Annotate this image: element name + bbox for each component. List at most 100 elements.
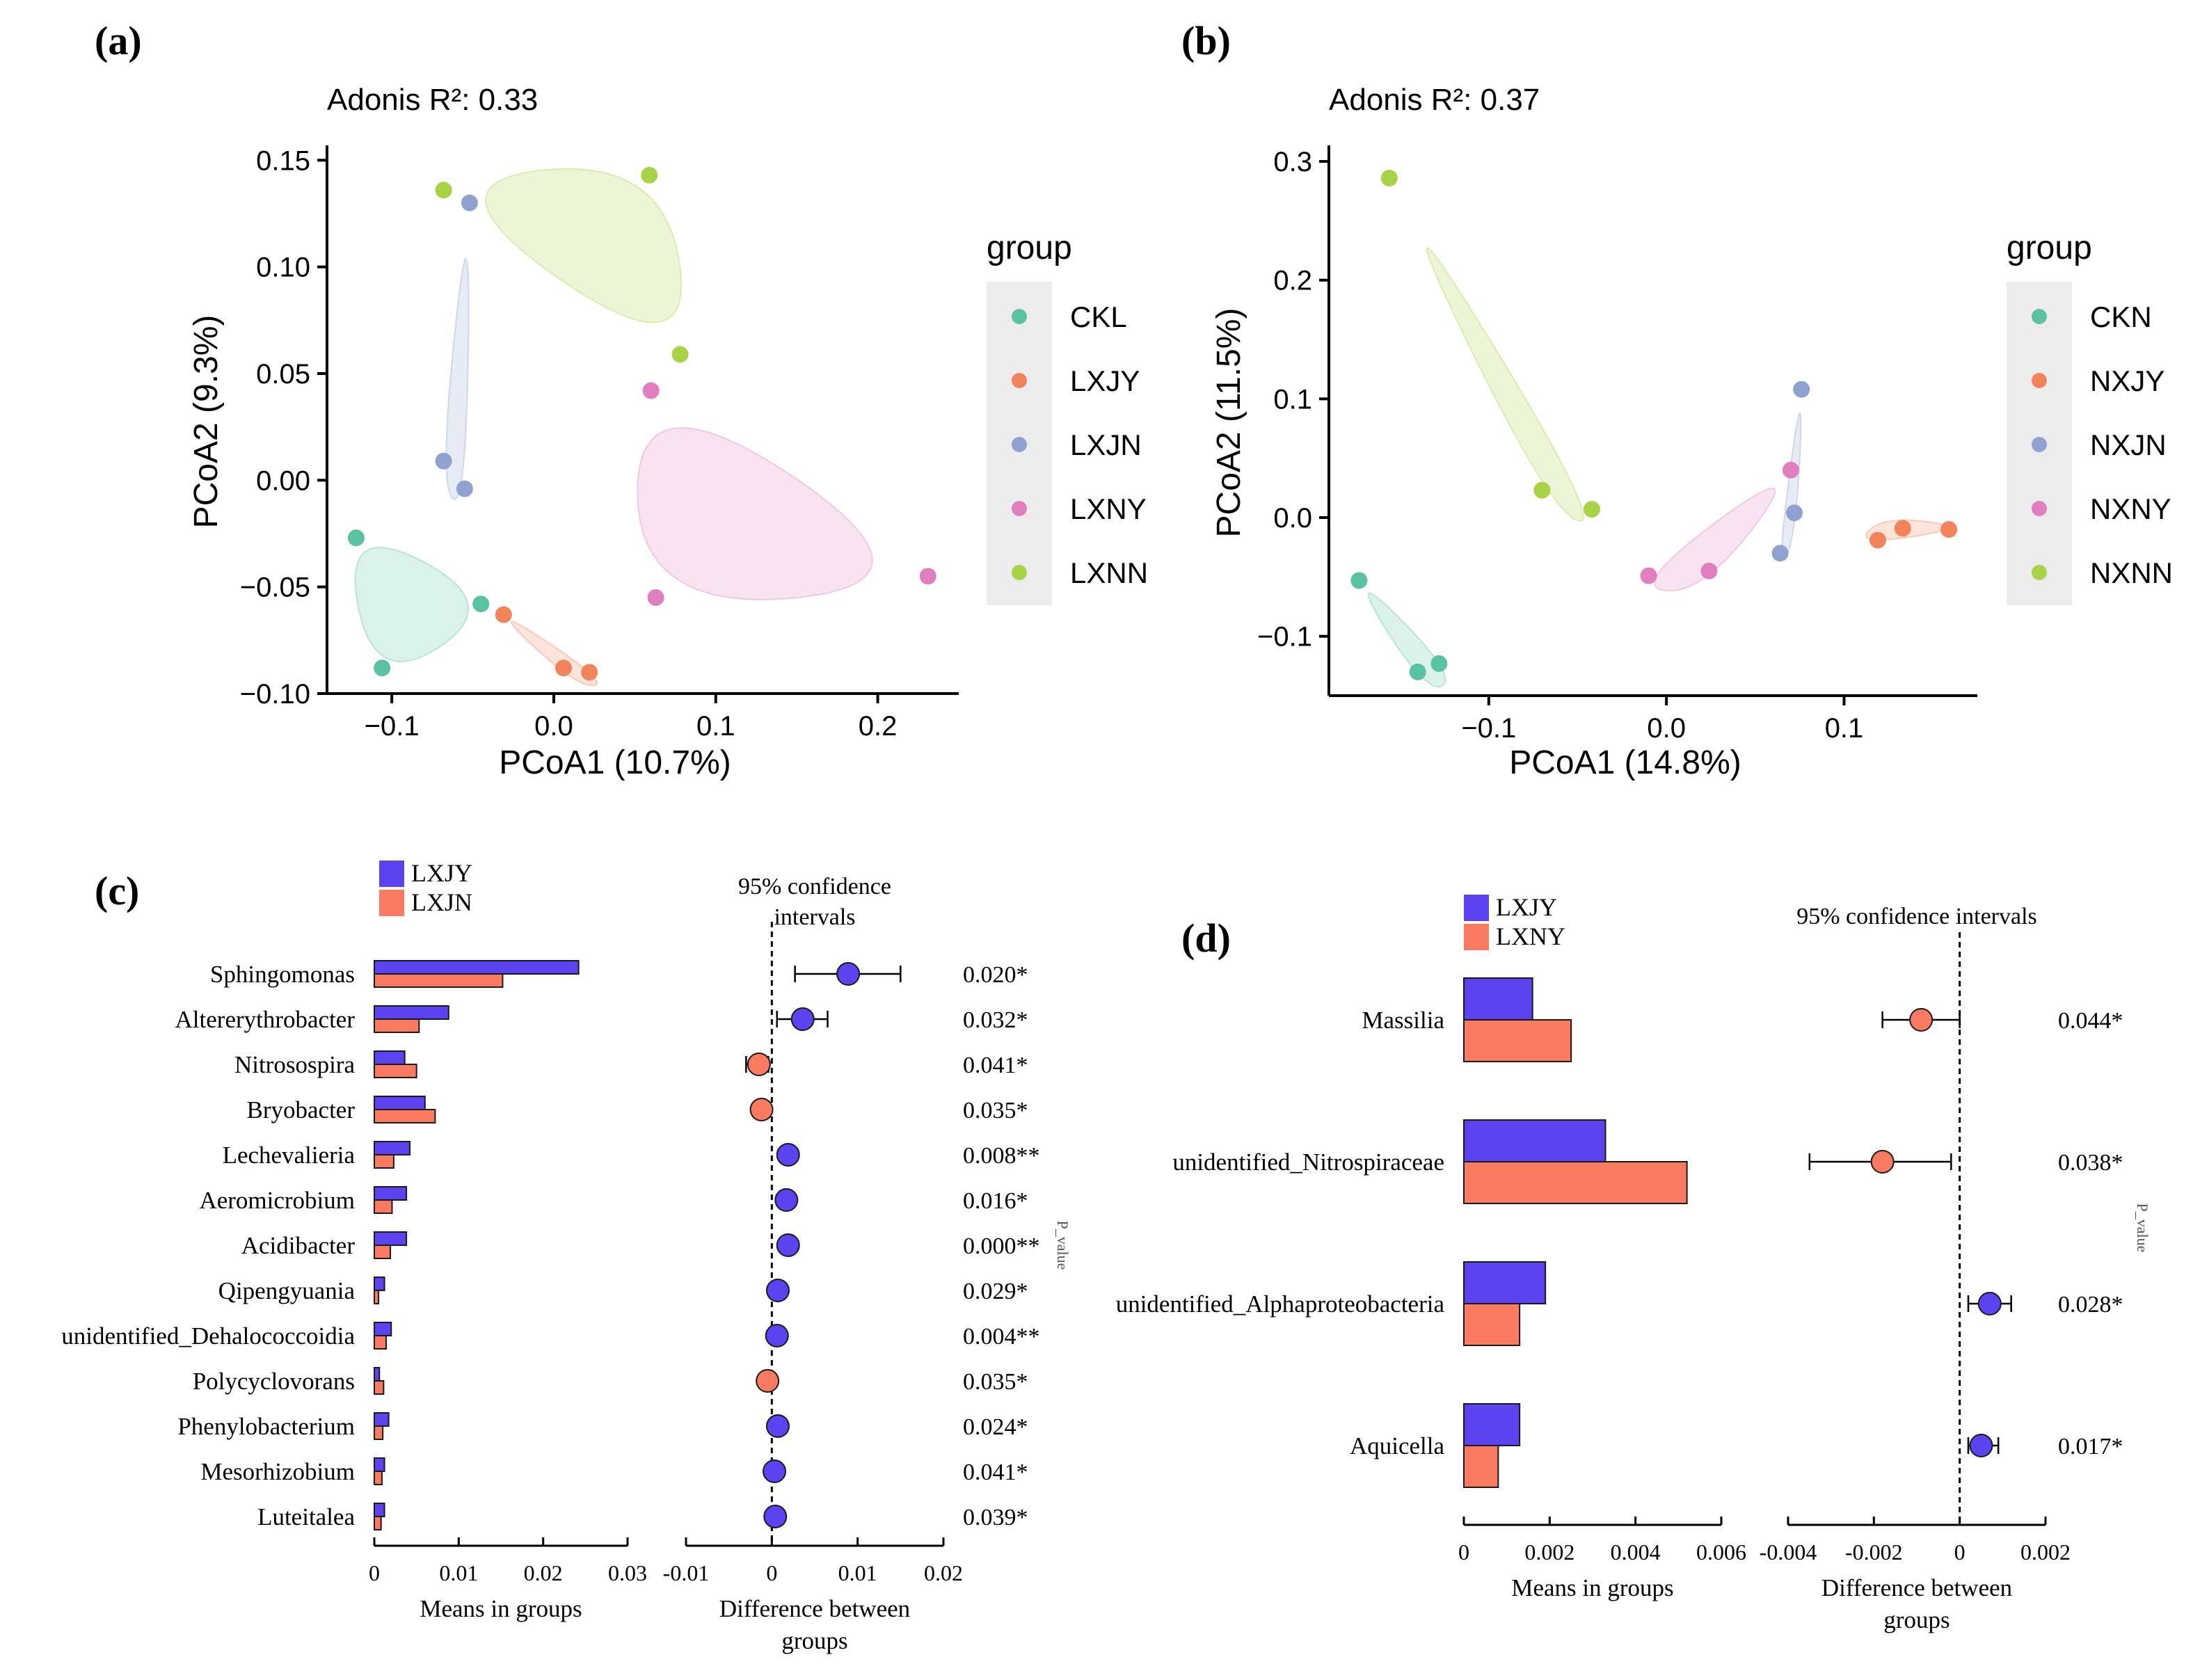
p-value-axis-label: P_value bbox=[2134, 1203, 2151, 1253]
category-label: Polycyclovorans bbox=[193, 1368, 355, 1395]
sample-point bbox=[1869, 531, 1887, 549]
bar-LXJY bbox=[1463, 1403, 1521, 1446]
sample-point bbox=[1380, 169, 1398, 186]
group-hull bbox=[1367, 592, 1446, 688]
sample-point bbox=[472, 595, 490, 613]
means-x-tick-label: 0.002 bbox=[1524, 1539, 1574, 1565]
bar-LXJY bbox=[1463, 977, 1533, 1021]
legend-label: LXJY bbox=[411, 859, 472, 887]
p-value: 0.041* bbox=[963, 1459, 1028, 1485]
legend-label: NXJN bbox=[2090, 429, 2167, 461]
bar-LXNY bbox=[1463, 1445, 1499, 1488]
category-label: Bryobacter bbox=[247, 1096, 356, 1123]
ci-title: 95% confidence intervals bbox=[1796, 904, 2037, 929]
panel-label: (d) bbox=[1181, 915, 1231, 961]
diff-x-axis-label: Difference between bbox=[719, 1595, 910, 1622]
legend-label: LXJN bbox=[1070, 429, 1142, 461]
category-label: Massilia bbox=[1362, 1007, 1444, 1034]
legend-key bbox=[2032, 501, 2047, 516]
y-tick-label: 0.05 bbox=[256, 359, 310, 390]
sample-point bbox=[1533, 481, 1551, 499]
y-tick-label: 0.2 bbox=[1273, 266, 1312, 296]
bar-LXNY bbox=[1463, 1161, 1688, 1204]
bar-LXJY bbox=[374, 1412, 390, 1427]
difference-point bbox=[790, 1007, 815, 1031]
diff-x-tick-label: -0.002 bbox=[1845, 1539, 1903, 1565]
bar-LXJY bbox=[374, 1322, 392, 1336]
category-label: Aeromicrobium bbox=[199, 1187, 355, 1214]
p-value: 0.044* bbox=[2058, 1008, 2123, 1034]
group-hull bbox=[1781, 412, 1802, 561]
sample-point bbox=[642, 382, 660, 399]
y-tick-label: 0.15 bbox=[256, 145, 310, 176]
x-tick-label: 0.2 bbox=[859, 711, 898, 742]
category-label: Sphingomonas bbox=[210, 961, 355, 988]
sample-point bbox=[1583, 501, 1600, 518]
y-tick-label: −0.10 bbox=[240, 679, 310, 710]
p-value: 0.041* bbox=[963, 1053, 1028, 1078]
p-value: 0.039* bbox=[963, 1505, 1028, 1530]
difference-point bbox=[765, 1279, 790, 1302]
legend-label: LXJN bbox=[411, 888, 472, 916]
difference-point bbox=[776, 1143, 800, 1167]
bar-LXJN bbox=[374, 1335, 387, 1350]
bar-LXNY bbox=[1463, 1019, 1572, 1062]
sample-point bbox=[347, 529, 365, 547]
bar-LXJY bbox=[374, 1367, 381, 1382]
means-x-tick-label: 0 bbox=[369, 1560, 380, 1585]
legend-key bbox=[2032, 565, 2047, 580]
group-hull bbox=[1426, 247, 1584, 522]
x-axis-label: PCoA1 (10.7%) bbox=[499, 744, 731, 781]
difference-point bbox=[836, 962, 861, 986]
category-label: Nitrosospira bbox=[234, 1051, 356, 1078]
sample-point bbox=[1430, 655, 1448, 672]
sample-point bbox=[919, 568, 936, 585]
bar-LXJY bbox=[374, 1186, 408, 1201]
p-value: 0.016* bbox=[963, 1188, 1028, 1214]
y-tick-label: 0.3 bbox=[1273, 147, 1312, 177]
legend-key bbox=[1012, 373, 1027, 388]
legend-title: group bbox=[2007, 230, 2092, 266]
y-tick-label: 0.10 bbox=[256, 253, 310, 283]
bar-LXJN bbox=[374, 1425, 384, 1440]
legend-key bbox=[1012, 309, 1027, 324]
x-tick-label: 0.0 bbox=[1647, 713, 1686, 744]
x-tick-label: 0.0 bbox=[534, 711, 573, 742]
means-x-axis-label: Means in groups bbox=[1511, 1574, 1673, 1601]
y-axis-label: PCoA2 (9.3%) bbox=[188, 315, 225, 529]
p-value: 0.038* bbox=[2058, 1150, 2123, 1176]
bar-LXJY bbox=[374, 1457, 385, 1472]
panel-label: (c) bbox=[95, 868, 139, 913]
sample-point bbox=[1782, 461, 1799, 479]
difference-point bbox=[747, 1053, 771, 1076]
p-value: 0.017* bbox=[2058, 1434, 2123, 1459]
legend-swatch bbox=[379, 861, 404, 887]
legend-label: CKN bbox=[2090, 301, 2152, 333]
ci-title: intervals bbox=[774, 904, 855, 930]
p-value: 0.028* bbox=[2058, 1292, 2123, 1318]
legend-label: LXJY bbox=[1070, 365, 1140, 397]
sample-point bbox=[374, 659, 391, 677]
y-tick-label: −0.05 bbox=[240, 573, 310, 603]
bar-LXJN bbox=[374, 1018, 420, 1033]
p-value: 0.032* bbox=[963, 1007, 1028, 1033]
x-axis-label: PCoA1 (14.8%) bbox=[1509, 744, 1741, 781]
bar-LXJY bbox=[374, 1096, 426, 1110]
legend-label: NXJY bbox=[2090, 365, 2164, 397]
means-x-tick-label: 0.03 bbox=[608, 1560, 647, 1585]
diff-x-tick-label: -0.004 bbox=[1760, 1539, 1817, 1565]
category-label: unidentified_Dehalococcoidia bbox=[61, 1322, 355, 1350]
difference-point bbox=[765, 1324, 789, 1347]
sample-point bbox=[1940, 521, 1958, 538]
plot-title: Adonis R²: 0.37 bbox=[1329, 83, 1540, 117]
diff-x-tick-label: 0 bbox=[766, 1560, 777, 1585]
difference-point bbox=[765, 1414, 790, 1438]
difference-point bbox=[763, 1505, 788, 1528]
p-value: 0.000** bbox=[963, 1233, 1040, 1259]
sample-point bbox=[1640, 567, 1657, 584]
legend-key bbox=[2032, 373, 2047, 388]
category-label: Luteitalea bbox=[257, 1503, 355, 1530]
bar-LXJY bbox=[374, 1141, 410, 1155]
p-value: 0.020* bbox=[963, 962, 1028, 988]
